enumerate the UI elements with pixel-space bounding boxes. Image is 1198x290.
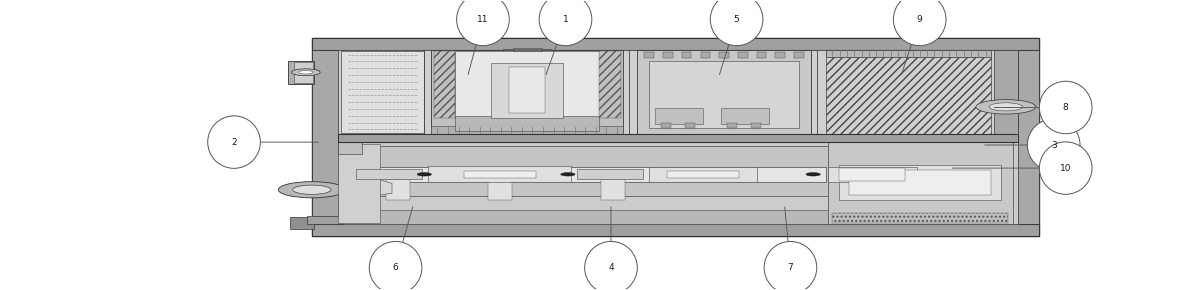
- Circle shape: [561, 173, 575, 176]
- Bar: [827, 57, 992, 134]
- Ellipse shape: [1040, 142, 1093, 194]
- Bar: [338, 146, 848, 196]
- Bar: [434, 51, 455, 118]
- Circle shape: [417, 173, 431, 176]
- Bar: [637, 50, 811, 134]
- Bar: [645, 52, 654, 58]
- Bar: [661, 123, 671, 128]
- Bar: [721, 108, 769, 124]
- Bar: [601, 180, 625, 200]
- Text: 5: 5: [733, 15, 739, 24]
- Ellipse shape: [1028, 119, 1081, 171]
- Text: 11: 11: [477, 15, 489, 24]
- Bar: [701, 52, 710, 58]
- Circle shape: [291, 69, 320, 76]
- Bar: [338, 50, 1018, 134]
- Bar: [431, 50, 623, 134]
- Circle shape: [292, 185, 331, 194]
- Bar: [833, 213, 1009, 223]
- Circle shape: [806, 173, 821, 176]
- Text: 4: 4: [609, 263, 613, 272]
- Text: 10: 10: [1060, 164, 1071, 173]
- Bar: [1018, 50, 1040, 224]
- Bar: [738, 52, 748, 58]
- Bar: [350, 167, 825, 182]
- Bar: [757, 52, 767, 58]
- Text: 2: 2: [231, 138, 237, 147]
- Bar: [827, 50, 992, 57]
- Ellipse shape: [369, 242, 422, 290]
- Text: 3: 3: [1051, 140, 1057, 150]
- Bar: [794, 52, 804, 58]
- Bar: [288, 61, 314, 84]
- Ellipse shape: [764, 242, 817, 290]
- Bar: [428, 166, 571, 182]
- Ellipse shape: [1040, 81, 1093, 134]
- Bar: [840, 168, 906, 181]
- Ellipse shape: [585, 242, 637, 290]
- Circle shape: [990, 103, 1023, 111]
- Bar: [577, 169, 643, 180]
- Bar: [340, 51, 424, 133]
- Bar: [828, 167, 918, 182]
- Bar: [491, 63, 563, 118]
- Bar: [685, 123, 695, 128]
- Bar: [307, 216, 343, 224]
- Bar: [338, 142, 1018, 224]
- Ellipse shape: [207, 116, 260, 168]
- Bar: [311, 38, 1040, 50]
- Bar: [513, 48, 541, 51]
- Bar: [682, 52, 691, 58]
- Text: 6: 6: [393, 263, 399, 272]
- Bar: [311, 38, 1040, 236]
- Ellipse shape: [539, 0, 592, 46]
- Bar: [509, 67, 545, 113]
- Circle shape: [278, 182, 345, 198]
- Ellipse shape: [710, 0, 763, 46]
- Text: 1: 1: [563, 15, 568, 24]
- Bar: [775, 52, 785, 58]
- Bar: [655, 108, 703, 124]
- Bar: [599, 51, 621, 118]
- Bar: [840, 165, 1002, 200]
- Bar: [294, 62, 313, 83]
- Bar: [667, 171, 739, 178]
- Bar: [503, 49, 551, 50]
- Text: 9: 9: [916, 15, 922, 24]
- Bar: [664, 52, 673, 58]
- Bar: [719, 52, 728, 58]
- Ellipse shape: [894, 0, 946, 46]
- Bar: [290, 217, 314, 229]
- Bar: [849, 170, 992, 195]
- Bar: [751, 123, 761, 128]
- Bar: [994, 50, 1018, 134]
- Bar: [338, 134, 1018, 142]
- Polygon shape: [350, 171, 392, 200]
- Bar: [338, 210, 848, 224]
- Bar: [649, 61, 799, 128]
- Bar: [356, 169, 422, 180]
- Text: 7: 7: [787, 263, 793, 272]
- Bar: [649, 167, 757, 182]
- Bar: [464, 171, 536, 178]
- Bar: [338, 142, 362, 154]
- Bar: [338, 144, 380, 223]
- Text: 8: 8: [1063, 103, 1069, 112]
- Bar: [386, 180, 410, 200]
- Bar: [727, 123, 737, 128]
- Bar: [455, 51, 599, 118]
- Bar: [455, 116, 599, 131]
- Bar: [828, 142, 1014, 224]
- Bar: [488, 180, 512, 200]
- Bar: [311, 224, 1040, 236]
- Circle shape: [298, 70, 313, 74]
- Bar: [431, 126, 623, 135]
- Bar: [311, 50, 338, 224]
- Circle shape: [976, 100, 1036, 114]
- Ellipse shape: [456, 0, 509, 46]
